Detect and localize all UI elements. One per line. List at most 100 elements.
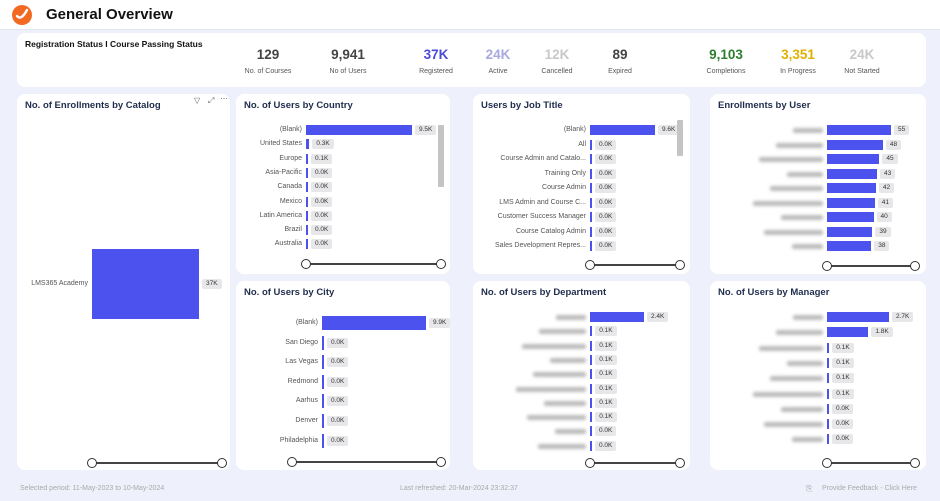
bar[interactable] xyxy=(306,153,308,164)
bar[interactable] xyxy=(306,125,412,135)
bar[interactable] xyxy=(827,357,830,368)
bar[interactable] xyxy=(306,139,310,150)
bar[interactable] xyxy=(590,326,593,337)
bar[interactable] xyxy=(322,316,426,330)
bar[interactable] xyxy=(590,241,592,251)
bar[interactable] xyxy=(306,196,308,207)
range-slider[interactable] xyxy=(585,458,685,468)
category-label xyxy=(555,429,586,435)
slider-handle[interactable] xyxy=(910,458,920,468)
focus-mode-icon[interactable]: ⤢ xyxy=(208,96,215,105)
kpi-value: 24K xyxy=(485,47,511,62)
bar[interactable] xyxy=(590,369,593,380)
bar[interactable] xyxy=(322,374,324,389)
bar[interactable] xyxy=(827,197,875,208)
slider-handle[interactable] xyxy=(585,260,595,270)
slider-handle[interactable] xyxy=(87,458,97,468)
city-panel[interactable]: No. of Users by City (Blank) 9.9K San Dieg… xyxy=(236,281,451,470)
bar[interactable] xyxy=(827,212,874,222)
bar[interactable] xyxy=(322,355,324,370)
bar[interactable] xyxy=(827,168,878,179)
slider-handle[interactable] xyxy=(436,259,446,269)
slider-handle[interactable] xyxy=(301,259,311,269)
bar[interactable] xyxy=(827,403,829,414)
slider-handle[interactable] xyxy=(217,458,227,468)
job-title-panel[interactable]: Users by Job Title (Blank) 9.6K All 0.0K Cou… xyxy=(473,94,690,274)
slider-handle[interactable] xyxy=(585,458,595,468)
slider-handle[interactable] xyxy=(436,457,446,467)
bar[interactable] xyxy=(590,354,593,365)
bar[interactable] xyxy=(590,340,593,351)
country-panel[interactable]: No. of Users by Country (Blank) 9.5K Unite… xyxy=(236,94,450,274)
bar[interactable] xyxy=(827,125,891,135)
bar[interactable] xyxy=(92,249,199,319)
data-label: 0.1K xyxy=(595,412,617,423)
bar[interactable] xyxy=(590,383,593,394)
range-slider[interactable] xyxy=(822,261,920,271)
range-slider[interactable] xyxy=(585,260,685,270)
department-panel[interactable]: No. of Users by Department 2.4K 0.1K 0.1K 0… xyxy=(473,281,690,470)
bar[interactable] xyxy=(827,312,889,322)
bar[interactable] xyxy=(590,154,592,164)
bar[interactable] xyxy=(827,373,830,384)
bar[interactable] xyxy=(590,197,592,208)
slider-handle[interactable] xyxy=(822,261,832,271)
bar[interactable] xyxy=(827,419,829,430)
bar[interactable] xyxy=(827,139,883,150)
bar[interactable] xyxy=(590,212,592,222)
vertical-scrollbar[interactable] xyxy=(677,120,683,156)
catalog-panel[interactable]: No. of Enrollments by Catalog ▽ ⤢ ⋯ LMS3… xyxy=(17,94,230,470)
filter-icon[interactable]: ▽ xyxy=(194,96,201,105)
data-label: 0.0K xyxy=(595,168,617,179)
feedback-icon[interactable]: ⎘ xyxy=(806,484,813,493)
bar[interactable] xyxy=(827,388,830,399)
bar[interactable] xyxy=(306,167,308,178)
bar[interactable] xyxy=(827,154,880,164)
bar[interactable] xyxy=(306,182,308,193)
vertical-scrollbar[interactable] xyxy=(438,125,444,187)
bar[interactable] xyxy=(322,335,324,350)
bar[interactable] xyxy=(590,168,592,179)
range-slider[interactable] xyxy=(287,457,446,467)
slider-handle[interactable] xyxy=(287,457,297,467)
bar[interactable] xyxy=(306,225,308,236)
bar[interactable] xyxy=(590,412,593,423)
bar[interactable] xyxy=(827,183,876,193)
category-label xyxy=(776,142,823,148)
bar[interactable] xyxy=(306,210,308,221)
slider-handle[interactable] xyxy=(675,458,685,468)
category-label xyxy=(544,400,586,406)
data-label: 0.0K xyxy=(595,139,617,150)
bar[interactable] xyxy=(827,434,829,445)
more-options-icon[interactable]: ⋯ xyxy=(220,94,228,103)
feedback-link[interactable]: Provide Feedback - Click Here xyxy=(822,485,917,492)
bar[interactable] xyxy=(590,440,592,451)
bar[interactable] xyxy=(590,426,592,437)
kpi-value: 9,103 xyxy=(709,47,743,62)
bar[interactable] xyxy=(827,226,873,237)
user-enrollments-panel[interactable]: Enrollments by User 55 48 45 43 42 41 40 39 38 xyxy=(710,94,926,274)
bar[interactable] xyxy=(827,241,872,251)
bar[interactable] xyxy=(322,433,324,448)
slider-handle[interactable] xyxy=(822,458,832,468)
bar[interactable] xyxy=(590,139,592,150)
bar[interactable] xyxy=(322,414,324,428)
bar[interactable] xyxy=(590,312,644,322)
category-label xyxy=(516,386,586,392)
bar[interactable] xyxy=(827,327,869,338)
bar[interactable] xyxy=(590,125,655,135)
bar[interactable] xyxy=(827,342,830,353)
data-label: 48 xyxy=(885,139,902,150)
manager-panel[interactable]: No. of Users by Manager 2.7K 1.8K 0.1K 0.1K… xyxy=(710,281,926,470)
slider-handle[interactable] xyxy=(910,261,920,271)
bar[interactable] xyxy=(590,397,593,408)
range-slider[interactable] xyxy=(87,458,227,468)
slider-handle[interactable] xyxy=(675,260,685,270)
range-slider[interactable] xyxy=(822,458,920,468)
bar[interactable] xyxy=(306,239,308,250)
bar[interactable] xyxy=(590,226,592,237)
bar[interactable] xyxy=(590,183,592,193)
range-slider[interactable] xyxy=(301,259,446,269)
data-label: 0.1K xyxy=(595,383,617,394)
bar[interactable] xyxy=(322,394,324,409)
